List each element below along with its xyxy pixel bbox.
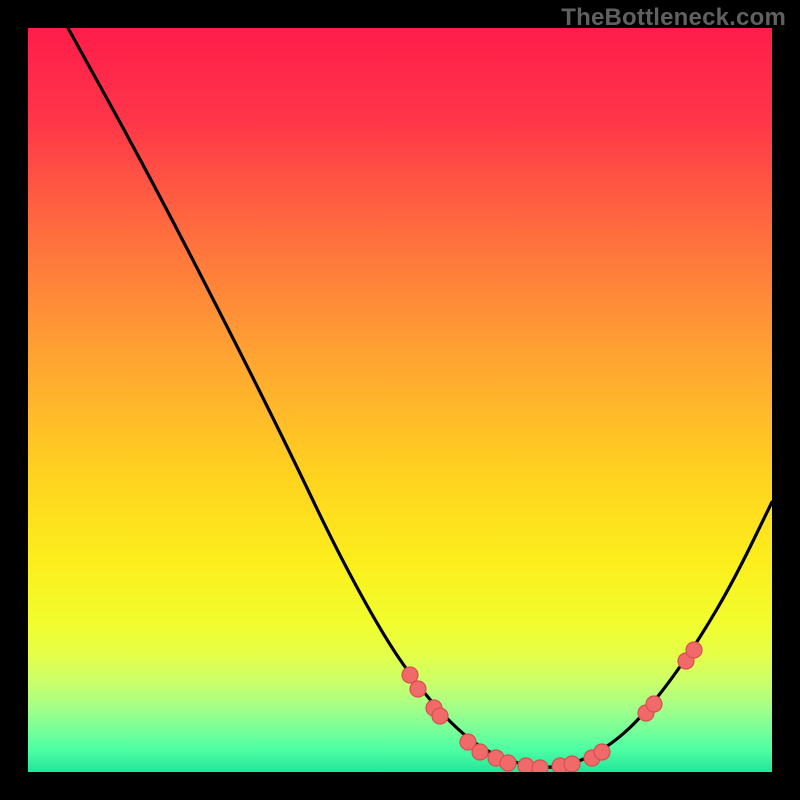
data-marker [564, 756, 580, 772]
data-marker [500, 755, 516, 771]
data-marker [432, 708, 448, 724]
data-marker [532, 760, 548, 772]
plot-svg [28, 28, 772, 772]
data-marker [472, 744, 488, 760]
data-marker [410, 681, 426, 697]
data-marker [686, 642, 702, 658]
data-marker [402, 667, 418, 683]
chart-frame: TheBottleneck.com [0, 0, 800, 800]
data-marker [594, 744, 610, 760]
data-marker [518, 758, 534, 772]
plot-area [28, 28, 772, 772]
data-marker [646, 696, 662, 712]
